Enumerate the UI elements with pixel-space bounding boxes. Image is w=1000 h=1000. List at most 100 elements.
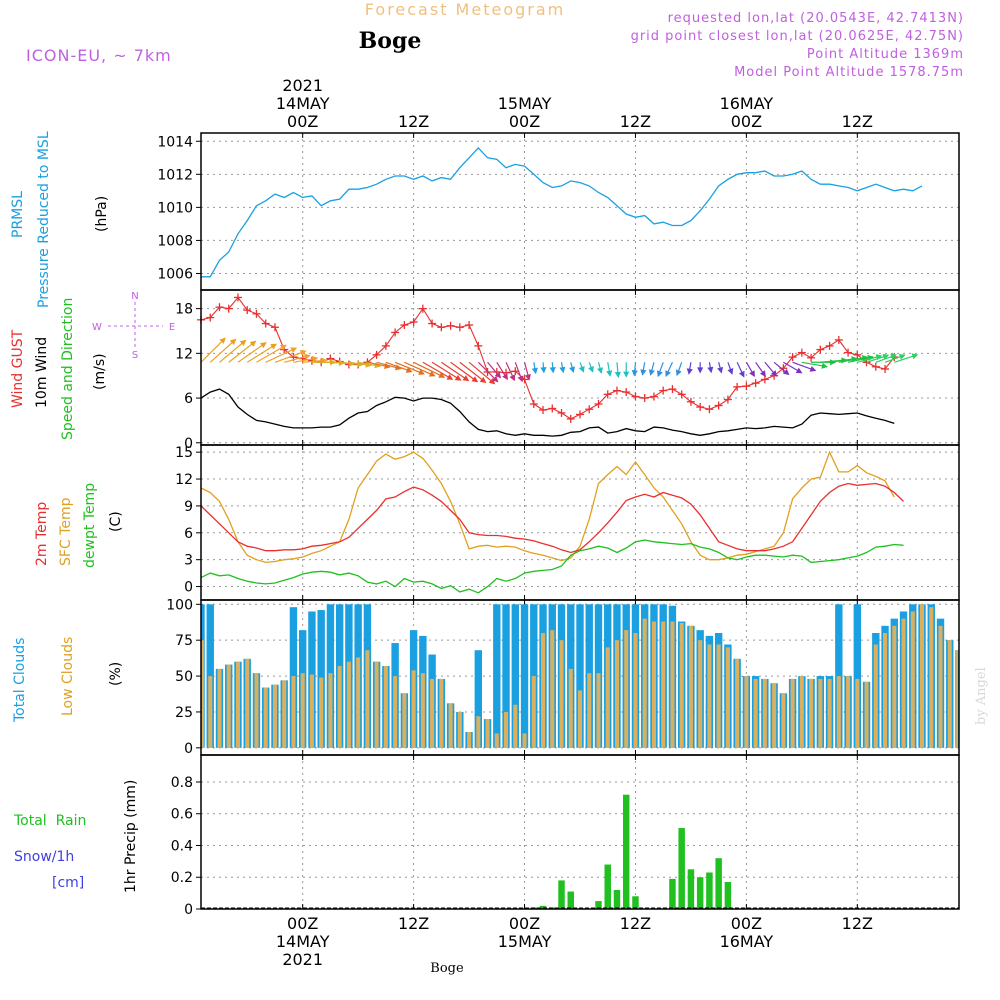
snow-label: Snow/1h [14, 849, 74, 865]
low-cloud-bar [309, 674, 314, 748]
rain-bar [567, 891, 574, 909]
rain-bar [669, 878, 676, 909]
low-cloud-bar [855, 678, 860, 748]
low-cloud-bar [716, 644, 721, 748]
bottom-axis-label: 15MAY [498, 932, 552, 951]
gust-marker [871, 362, 880, 371]
y-tick-label: 75 [175, 633, 193, 649]
panel-frame [200, 754, 960, 910]
bottom-axis-label: 00Z [731, 914, 762, 933]
low-cloud-bar [753, 678, 758, 748]
wind-arrow [736, 362, 745, 378]
low-cloud-bar [374, 661, 379, 748]
low-cloud-bar [550, 630, 555, 748]
gust-marker [261, 319, 270, 328]
wind-arrow [468, 361, 496, 385]
gust-marker [696, 402, 705, 411]
wind-arrow [496, 361, 508, 381]
low-cloud-bar [956, 650, 959, 748]
wind-arrow [578, 362, 585, 373]
wind-unit: (m/s) [92, 353, 108, 390]
temp-dewpt-label: dewpt Temp [82, 483, 98, 568]
low-cloud-bar [226, 664, 231, 748]
low-cloud-bar [420, 673, 425, 748]
wind-arrow [219, 339, 247, 363]
top-axis-label: 12Z [398, 112, 429, 131]
low-cloud-bar [540, 633, 546, 748]
low-cloud-bar [568, 668, 573, 748]
low-cloud-bar [254, 673, 259, 748]
temp-2m-line [200, 482, 904, 554]
low-cloud-bar [836, 676, 841, 748]
y-tick-label: 12 [175, 346, 193, 362]
temp-2m-label: 2m Temp [34, 502, 50, 566]
rain-bar [558, 880, 565, 909]
wind-arrow [200, 337, 226, 363]
compass-rose: N S W E [92, 291, 175, 361]
low-cloud-bar [513, 704, 518, 748]
y-tick-label: 9 [184, 499, 193, 515]
low-clouds-label: Low Clouds [60, 637, 76, 716]
bottom-axis-label: 2021 [282, 950, 323, 969]
low-cloud-bar [799, 676, 804, 748]
low-cloud-bar [744, 676, 749, 748]
wind-dir-label: Speed and Direction [60, 298, 76, 440]
gust-marker [705, 405, 714, 414]
cloud-labels: Total Clouds Low Clouds (%) [12, 637, 124, 723]
y-tick-label: 3 [184, 553, 193, 569]
low-cloud-bar [919, 604, 925, 748]
gust-marker [816, 345, 825, 354]
wind-arrow [686, 362, 693, 375]
wind-arrow [745, 361, 755, 378]
y-tick-label: 1014 [157, 134, 193, 150]
rain-bar [604, 864, 611, 909]
low-cloud-bar [938, 625, 943, 748]
gust-marker [751, 379, 760, 388]
wind-arrow [228, 340, 257, 363]
prmsl-label: PRMSL [10, 191, 26, 238]
wind-arrow [875, 353, 897, 363]
wind-arrow [569, 362, 576, 374]
credit-watermark: by Angel [974, 667, 989, 725]
low-cloud-bar [587, 673, 592, 748]
wind-arrow [505, 362, 516, 382]
panel-wind: 0 6 12 18 [175, 290, 959, 452]
wind-labels: Wind GUST 10m Wind Speed and Direction (… [10, 291, 175, 440]
low-cloud-bar [282, 680, 287, 748]
bottom-axis-label: 16MAY [720, 932, 774, 951]
y-tick-label: 0 [184, 580, 193, 596]
low-cloud-bar [698, 640, 703, 748]
y-tick-label: 6 [184, 526, 193, 542]
low-cloud-bar [892, 625, 897, 748]
gust-marker [529, 400, 538, 409]
low-cloud-bar [670, 621, 675, 748]
pressure-line [201, 146, 923, 278]
wind-arrow [755, 361, 766, 377]
gust-marker [881, 364, 890, 373]
gust-marker [733, 382, 742, 391]
temp-sfc-label: SFC Temp [58, 497, 74, 566]
wind-arrow [866, 353, 890, 363]
gust-marker [391, 328, 400, 337]
y-tick-label: 1008 [157, 233, 193, 249]
low-cloud-bar [346, 661, 351, 748]
low-cloud-bar [642, 618, 647, 748]
y-tick-label: 18 [175, 302, 193, 318]
low-cloud-bar [901, 618, 906, 748]
temp-labels: 2m Temp SFC Temp dewpt Temp (C) [34, 483, 124, 568]
low-cloud-bar [531, 676, 536, 748]
low-cloud-bar [873, 644, 878, 748]
dewpt-line [200, 539, 904, 594]
snow-unit: [cm] [52, 875, 84, 891]
low-cloud-bar [624, 630, 629, 748]
gust-marker [640, 394, 649, 403]
gust-marker [714, 401, 723, 410]
low-cloud-bar [651, 621, 656, 748]
low-cloud-bar [929, 607, 934, 748]
gust-marker [742, 382, 751, 391]
gust-marker [539, 405, 548, 414]
total-cloud-bar [511, 604, 519, 748]
gust-marker [603, 390, 612, 399]
